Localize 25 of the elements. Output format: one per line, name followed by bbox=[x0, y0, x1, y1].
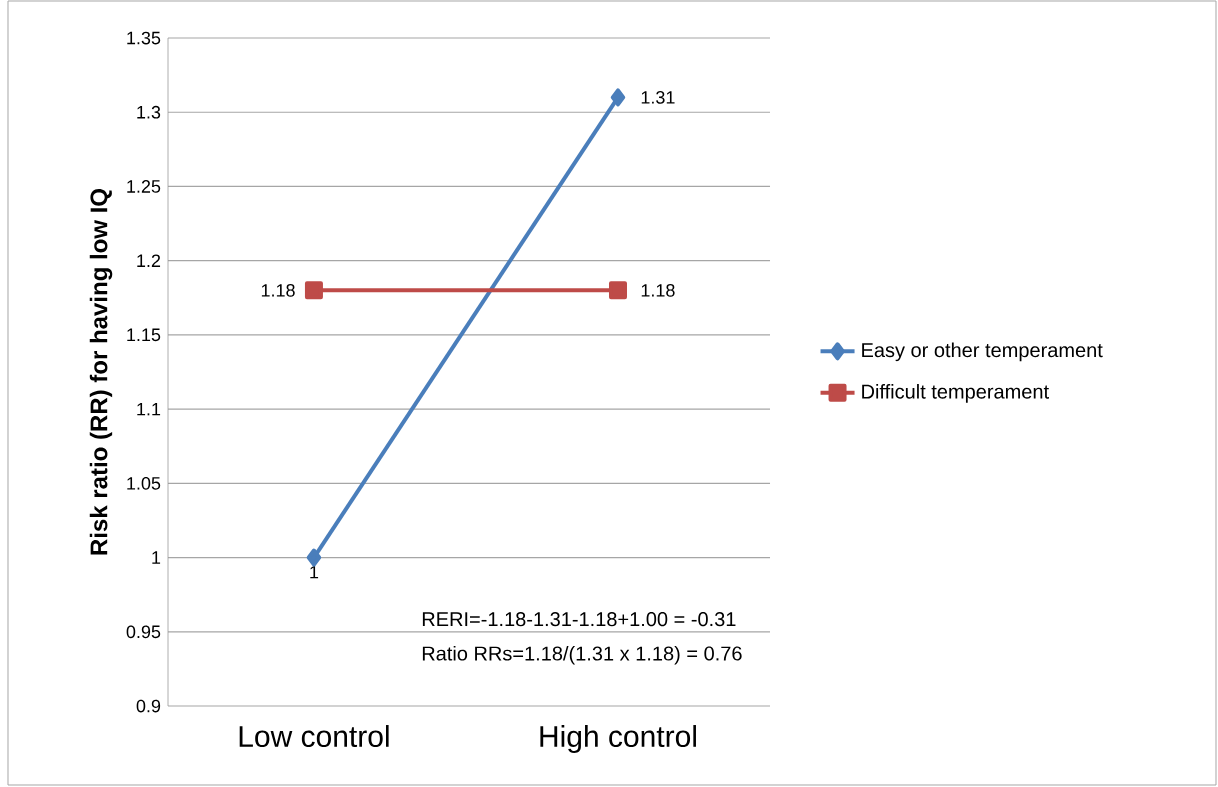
x-tick-label: High control bbox=[540, 725, 696, 753]
y-tick-label: 1.3 bbox=[137, 105, 161, 119]
point bbox=[304, 281, 323, 300]
y-tick-label: 0.95 bbox=[126, 625, 161, 639]
data-label: 1.18 bbox=[641, 283, 675, 297]
y-axis-title: Risk ratio (RR) for having low IQ bbox=[89, 188, 113, 555]
y-tick-label: 1 bbox=[152, 551, 161, 564]
data-label: 1.31 bbox=[641, 91, 675, 104]
legend-label: Easy or other temperament bbox=[862, 342, 1103, 362]
point bbox=[608, 281, 627, 300]
y-tick-label: 1.25 bbox=[127, 180, 161, 193]
data-label: 1 bbox=[310, 565, 319, 579]
y-tick-label: 1.35 bbox=[127, 31, 161, 45]
y-tick-label: 0.9 bbox=[136, 699, 161, 713]
legend-label: Difficult temperament bbox=[862, 383, 1049, 403]
y-tick-label: 1.1 bbox=[137, 402, 161, 416]
y-tick-label: 1.15 bbox=[127, 328, 161, 342]
x-tick-label: Low control bbox=[239, 725, 389, 748]
point bbox=[306, 548, 322, 567]
y-tick-label: 1.2 bbox=[137, 254, 161, 267]
y-tick-label: 1.05 bbox=[127, 476, 161, 490]
point bbox=[610, 88, 626, 107]
annotation: Ratio RRs=1.18/(1.31 x 1.18) = 0.76 bbox=[422, 645, 742, 665]
data-label: 1.18 bbox=[261, 283, 295, 297]
annotation: RERI=-1.18-1.31-1.18+1.00 = -0.31 bbox=[422, 612, 736, 627]
